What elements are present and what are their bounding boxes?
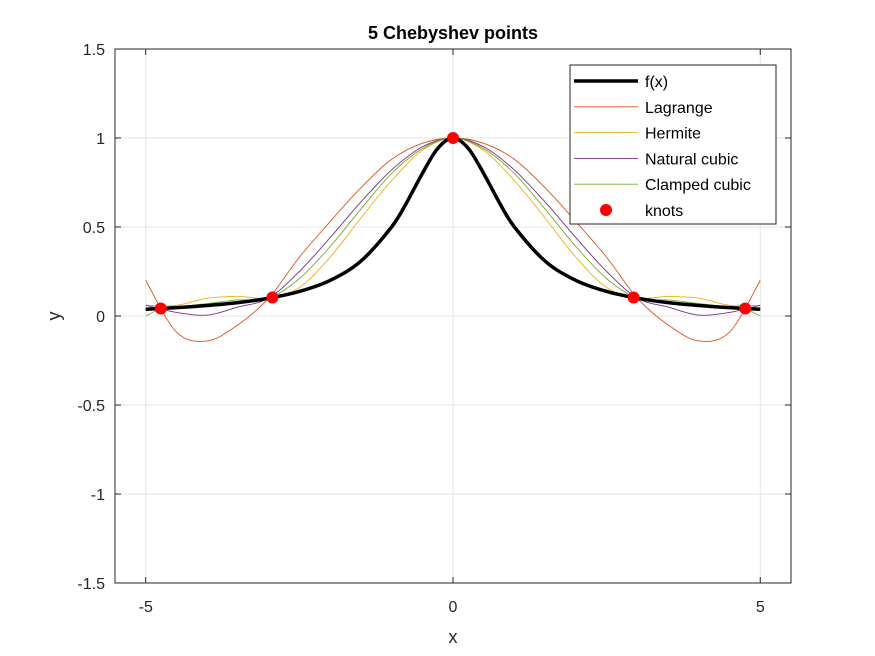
y-tick-label: 1.5 bbox=[83, 42, 105, 59]
y-tick-label: 0.5 bbox=[83, 220, 105, 237]
x-tick-label: 5 bbox=[756, 599, 765, 616]
x-tick-label: -5 bbox=[139, 599, 153, 616]
x-tick-label: 0 bbox=[449, 599, 458, 616]
x-axis-label: x bbox=[449, 627, 458, 647]
knot-markers bbox=[154, 132, 752, 315]
legend-label-hermite: Hermite bbox=[645, 126, 701, 143]
knot-marker bbox=[154, 302, 167, 315]
legend-swatch-knots bbox=[600, 204, 612, 216]
chart-title: 5 Chebyshev points bbox=[368, 23, 538, 43]
tick-marks bbox=[115, 48, 791, 584]
legend-label-f-x: f(x) bbox=[645, 74, 668, 91]
y-tick-label: -1 bbox=[91, 487, 105, 504]
y-tick-label: -0.5 bbox=[77, 398, 105, 415]
legend-box bbox=[569, 64, 777, 225]
y-tick-labels: -1.5 -1 -0.5 0 0.5 1 1.5 bbox=[77, 42, 105, 593]
legend-label-natural-cubic: Natural cubic bbox=[645, 151, 738, 168]
y-tick-label: 1 bbox=[96, 131, 105, 148]
knot-marker bbox=[739, 302, 752, 315]
legend-label-knots: knots bbox=[645, 203, 683, 220]
y-axis-label: y bbox=[44, 312, 64, 321]
knot-marker bbox=[447, 132, 459, 144]
y-tick-label: 0 bbox=[96, 309, 105, 326]
legend: f(x) Lagrange Hermite Natural cubic Clamped … bbox=[569, 64, 777, 225]
knot-marker bbox=[266, 291, 279, 304]
y-tick-label: -1.5 bbox=[77, 576, 105, 593]
legend-label-clamped-cubic: Clamped cubic bbox=[645, 177, 751, 194]
legend-label-lagrange: Lagrange bbox=[645, 100, 713, 117]
x-tick-labels: -5 0 5 bbox=[139, 599, 765, 616]
knot-marker bbox=[627, 291, 640, 304]
